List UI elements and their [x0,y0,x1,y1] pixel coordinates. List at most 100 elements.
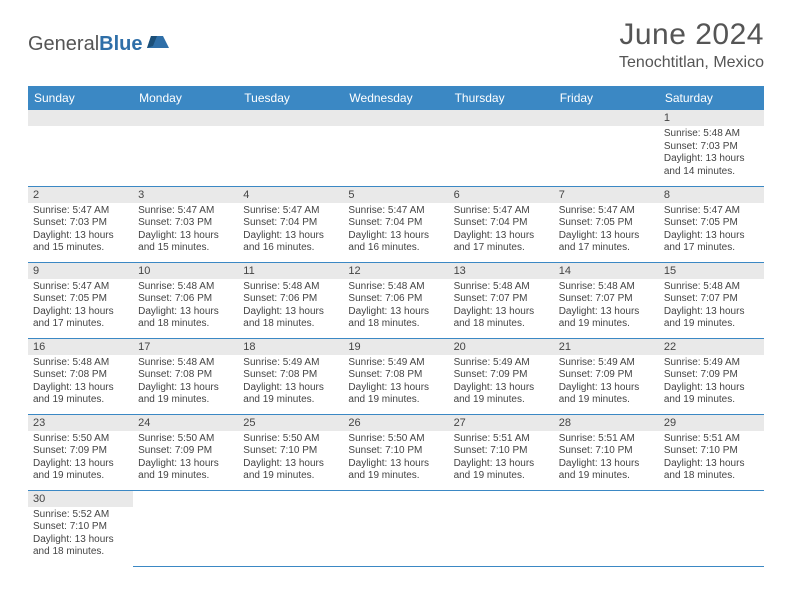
calendar-table: Sunday Monday Tuesday Wednesday Thursday… [28,86,764,567]
calendar-day-cell: 29Sunrise: 5:51 AMSunset: 7:10 PMDayligh… [659,414,764,490]
weekday-header-row: Sunday Monday Tuesday Wednesday Thursday… [28,86,764,110]
sunrise-text: Sunrise: 5:51 AM [664,433,759,446]
sunrise-text: Sunrise: 5:48 AM [138,357,233,370]
daylight-text: Daylight: 13 hours [454,458,549,471]
sunrise-text: Sunrise: 5:47 AM [33,281,128,294]
daylight-text: Daylight: 13 hours [559,306,654,319]
sunrise-text: Sunrise: 5:47 AM [454,205,549,218]
sunrise-text: Sunrise: 5:49 AM [348,357,443,370]
calendar-day-cell: 30Sunrise: 5:52 AMSunset: 7:10 PMDayligh… [28,490,133,566]
calendar-day-cell: 18Sunrise: 5:49 AMSunset: 7:08 PMDayligh… [238,338,343,414]
day-number: 7 [554,187,659,203]
day-details: Sunrise: 5:47 AMSunset: 7:04 PMDaylight:… [343,203,448,259]
day-details: Sunrise: 5:47 AMSunset: 7:03 PMDaylight:… [133,203,238,259]
daylight-text: and 18 minutes. [454,318,549,331]
day-details: Sunrise: 5:52 AMSunset: 7:10 PMDaylight:… [28,507,133,563]
day-number [133,110,238,126]
day-number [449,110,554,126]
daylight-text: Daylight: 13 hours [454,230,549,243]
daylight-text: Daylight: 13 hours [243,306,338,319]
day-details: Sunrise: 5:50 AMSunset: 7:09 PMDaylight:… [28,431,133,487]
daylight-text: Daylight: 13 hours [33,230,128,243]
day-details: Sunrise: 5:47 AMSunset: 7:03 PMDaylight:… [28,203,133,259]
day-details: Sunrise: 5:49 AMSunset: 7:09 PMDaylight:… [449,355,554,411]
calendar-day-cell: 13Sunrise: 5:48 AMSunset: 7:07 PMDayligh… [449,262,554,338]
day-number [28,110,133,126]
sunrise-text: Sunrise: 5:51 AM [454,433,549,446]
day-number: 2 [28,187,133,203]
calendar-day-cell [659,490,764,566]
sunset-text: Sunset: 7:05 PM [664,217,759,230]
sunrise-text: Sunrise: 5:48 AM [664,128,759,141]
calendar-day-cell: 8Sunrise: 5:47 AMSunset: 7:05 PMDaylight… [659,186,764,262]
weekday-header: Friday [554,86,659,110]
day-number: 4 [238,187,343,203]
daylight-text: and 19 minutes. [138,394,233,407]
calendar-day-cell: 27Sunrise: 5:51 AMSunset: 7:10 PMDayligh… [449,414,554,490]
month-title: June 2024 [619,18,764,52]
sunset-text: Sunset: 7:03 PM [138,217,233,230]
day-number [554,110,659,126]
daylight-text: Daylight: 13 hours [664,458,759,471]
weekday-header: Sunday [28,86,133,110]
calendar-day-cell: 2Sunrise: 5:47 AMSunset: 7:03 PMDaylight… [28,186,133,262]
daylight-text: and 15 minutes. [138,242,233,255]
calendar-day-cell: 26Sunrise: 5:50 AMSunset: 7:10 PMDayligh… [343,414,448,490]
daylight-text: and 17 minutes. [559,242,654,255]
day-details: Sunrise: 5:48 AMSunset: 7:08 PMDaylight:… [28,355,133,411]
daylight-text: and 19 minutes. [664,318,759,331]
sunset-text: Sunset: 7:09 PM [664,369,759,382]
daylight-text: Daylight: 13 hours [664,306,759,319]
day-number: 5 [343,187,448,203]
calendar-day-cell: 17Sunrise: 5:48 AMSunset: 7:08 PMDayligh… [133,338,238,414]
sunset-text: Sunset: 7:05 PM [33,293,128,306]
calendar-day-cell: 15Sunrise: 5:48 AMSunset: 7:07 PMDayligh… [659,262,764,338]
calendar-day-cell: 24Sunrise: 5:50 AMSunset: 7:09 PMDayligh… [133,414,238,490]
daylight-text: and 17 minutes. [33,318,128,331]
day-number: 27 [449,415,554,431]
day-details: Sunrise: 5:49 AMSunset: 7:08 PMDaylight:… [343,355,448,411]
sunset-text: Sunset: 7:08 PM [33,369,128,382]
daylight-text: Daylight: 13 hours [454,382,549,395]
sunrise-text: Sunrise: 5:49 AM [559,357,654,370]
day-details: Sunrise: 5:51 AMSunset: 7:10 PMDaylight:… [449,431,554,487]
daylight-text: and 18 minutes. [243,318,338,331]
daylight-text: Daylight: 13 hours [348,230,443,243]
sunset-text: Sunset: 7:10 PM [664,445,759,458]
day-details: Sunrise: 5:48 AMSunset: 7:06 PMDaylight:… [343,279,448,335]
calendar-day-cell [449,110,554,186]
sunset-text: Sunset: 7:10 PM [454,445,549,458]
day-details: Sunrise: 5:48 AMSunset: 7:06 PMDaylight:… [133,279,238,335]
calendar-day-cell [133,110,238,186]
daylight-text: and 17 minutes. [454,242,549,255]
daylight-text: Daylight: 13 hours [138,458,233,471]
sunrise-text: Sunrise: 5:48 AM [348,281,443,294]
day-number: 25 [238,415,343,431]
sunrise-text: Sunrise: 5:47 AM [33,205,128,218]
day-details: Sunrise: 5:51 AMSunset: 7:10 PMDaylight:… [659,431,764,487]
daylight-text: Daylight: 13 hours [664,230,759,243]
daylight-text: Daylight: 13 hours [138,230,233,243]
daylight-text: and 19 minutes. [454,470,549,483]
daylight-text: and 19 minutes. [559,470,654,483]
flag-icon [147,32,173,55]
daylight-text: and 19 minutes. [33,470,128,483]
daylight-text: Daylight: 13 hours [33,382,128,395]
brand-logo: GeneralBlue [28,32,173,55]
brand-part1: General [28,33,99,55]
day-number: 15 [659,263,764,279]
sunset-text: Sunset: 7:06 PM [138,293,233,306]
calendar-day-cell: 16Sunrise: 5:48 AMSunset: 7:08 PMDayligh… [28,338,133,414]
calendar-day-cell: 19Sunrise: 5:49 AMSunset: 7:08 PMDayligh… [343,338,448,414]
calendar-day-cell: 3Sunrise: 5:47 AMSunset: 7:03 PMDaylight… [133,186,238,262]
day-details: Sunrise: 5:48 AMSunset: 7:07 PMDaylight:… [554,279,659,335]
location-text: Tenochtitlan, Mexico [619,54,764,72]
weekday-header: Tuesday [238,86,343,110]
calendar-day-cell [554,490,659,566]
daylight-text: and 19 minutes. [348,394,443,407]
day-number [343,110,448,126]
sunset-text: Sunset: 7:08 PM [138,369,233,382]
sunset-text: Sunset: 7:07 PM [454,293,549,306]
calendar-day-cell: 11Sunrise: 5:48 AMSunset: 7:06 PMDayligh… [238,262,343,338]
day-number: 17 [133,339,238,355]
